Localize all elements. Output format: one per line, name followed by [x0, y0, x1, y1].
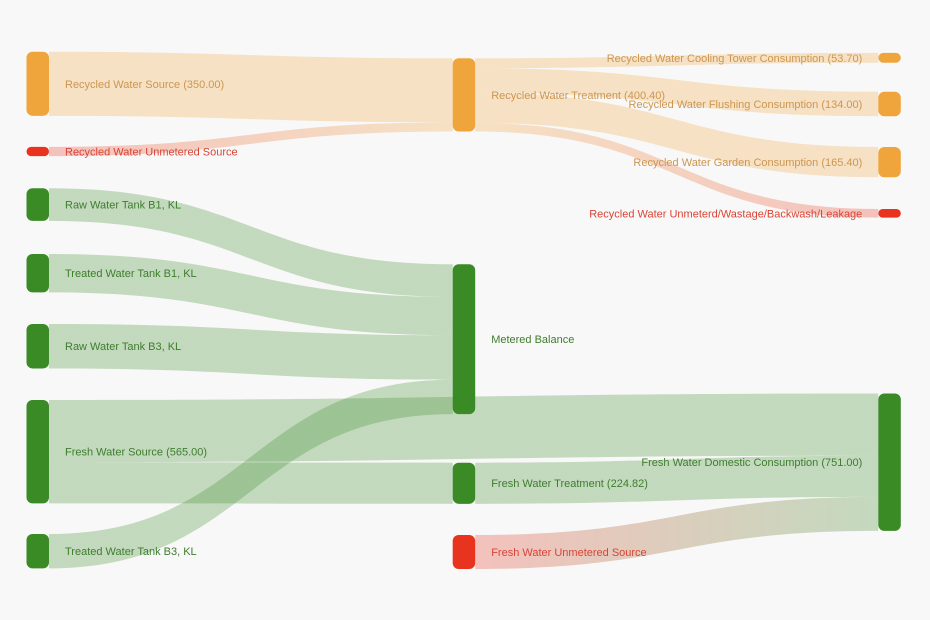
sankey-link-fresh_water_treatment-to-fw_domestic[interactable] — [475, 455, 879, 504]
sankey-node-raw_water_tank_b1[interactable] — [26, 188, 50, 221]
sankey-node-treated_water_tank_b3[interactable] — [26, 534, 50, 569]
sankey-link-fresh_water_source-to-fw_domestic[interactable] — [49, 393, 879, 463]
sankey-node-rw_garden[interactable] — [878, 147, 901, 178]
sankey-label-fresh_water_treatment: Fresh Water Treatment (224.82) — [491, 478, 648, 490]
sankey-node-fw_domestic[interactable] — [878, 393, 901, 531]
sankey-label-fresh_water_source: Fresh Water Source (565.00) — [65, 447, 207, 459]
sankey-link-raw_water_tank_b1-to-metered_balance[interactable] — [49, 188, 453, 297]
sankey-label-treated_water_tank_b1: Treated Water Tank B1, KL — [65, 268, 197, 280]
sankey-node-recycled_water_source[interactable] — [26, 51, 50, 116]
sankey-link-recycled_water_treatment-to-rw_garden[interactable] — [475, 92, 879, 178]
sankey-node-rw_cooling_tower[interactable] — [878, 52, 901, 63]
sankey-node-recycled_water_unmetered_source[interactable] — [26, 146, 50, 157]
sankey-link-fresh_water_unmetered_source-to-fw_domestic[interactable] — [475, 496, 879, 570]
sankey-node-metered_balance[interactable] — [452, 264, 476, 415]
sankey-node-fresh_water_treatment[interactable] — [452, 462, 476, 504]
sankey-label-recycled_water_unmetered_source: Recycled Water Unmetered Source — [65, 146, 238, 158]
sankey-label-metered_balance: Metered Balance — [491, 334, 574, 346]
sankey-label-rw_wastage: Recycled Water Unmeterd/Wastage/Backwash… — [589, 208, 862, 220]
sankey-link-recycled_water_treatment-to-rw_flushing[interactable] — [475, 68, 879, 117]
sankey-link-treated_water_tank_b1-to-metered_balance[interactable] — [49, 254, 453, 336]
sankey-label-raw_water_tank_b3: Raw Water Tank B3, KL — [65, 341, 181, 353]
sankey-node-raw_water_tank_b3[interactable] — [26, 324, 50, 369]
sankey-label-fw_domestic: Fresh Water Domestic Consumption (751.00… — [641, 457, 862, 469]
sankey-node-rw_wastage[interactable] — [878, 209, 901, 218]
sankey-node-fresh_water_unmetered_source[interactable] — [452, 535, 476, 570]
sankey-label-rw_cooling_tower: Recycled Water Cooling Tower Consumption… — [607, 53, 863, 65]
sankey-label-rw_garden: Recycled Water Garden Consumption (165.4… — [633, 157, 862, 169]
sankey-link-recycled_water_unmetered_source-to-recycled_water_treatment[interactable] — [49, 122, 453, 157]
sankey-link-recycled_water_treatment-to-rw_wastage[interactable] — [475, 122, 879, 218]
sankey-node-fresh_water_source[interactable] — [26, 400, 50, 504]
sankey-link-raw_water_tank_b3-to-metered_balance[interactable] — [49, 324, 453, 380]
sankey-label-raw_water_tank_b1: Raw Water Tank B1, KL — [65, 200, 181, 212]
sankey-node-recycled_water_treatment[interactable] — [452, 58, 476, 132]
sankey-link-recycled_water_treatment-to-rw_cooling_tower[interactable] — [475, 52, 879, 69]
sankey-label-treated_water_tank_b3: Treated Water Tank B3, KL — [65, 546, 197, 558]
sankey-label-rw_flushing: Recycled Water Flushing Consumption (134… — [629, 99, 863, 111]
sankey-link-fresh_water_source-to-fresh_water_treatment[interactable] — [49, 462, 453, 504]
sankey-node-treated_water_tank_b1[interactable] — [26, 254, 50, 293]
sankey-label-fresh_water_unmetered_source: Fresh Water Unmetered Source — [491, 547, 646, 559]
sankey-node-rw_flushing[interactable] — [878, 91, 901, 117]
sankey-link-recycled_water_source-to-recycled_water_treatment[interactable] — [49, 51, 453, 123]
sankey-label-recycled_water_treatment: Recycled Water Treatment (400.40) — [491, 90, 665, 102]
sankey-label-recycled_water_source: Recycled Water Source (350.00) — [65, 79, 224, 91]
